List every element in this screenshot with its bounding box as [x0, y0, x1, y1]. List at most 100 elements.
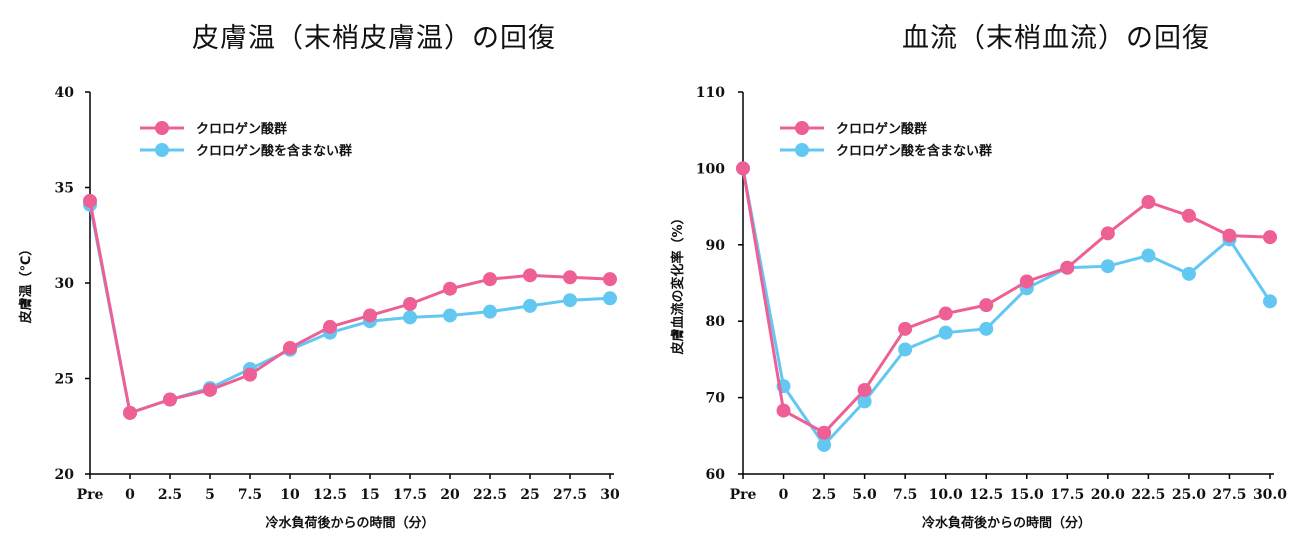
legend-marker: [795, 121, 809, 135]
y-tick-label: 70: [706, 391, 726, 407]
x-tick-label: 20: [440, 487, 460, 503]
x-tick-label: 25.0: [1172, 487, 1206, 503]
x-tick-label: 10: [280, 487, 300, 503]
x-tick-label: 7.5: [238, 487, 262, 503]
x-tick-label: 5.0: [852, 487, 877, 503]
x-tick-label: Pre: [77, 487, 104, 503]
x-tick-label: 30: [600, 487, 620, 503]
x-tick-label: 7.5: [893, 487, 917, 503]
data-point: [1263, 294, 1277, 309]
legend-marker: [155, 121, 169, 135]
data-point: [1060, 260, 1075, 275]
data-point: [938, 325, 953, 340]
legend-marker: [155, 143, 169, 157]
x-tick-label: 2.5: [158, 487, 182, 503]
data-point: [563, 293, 577, 308]
blood-flow-chart-panel: 血流（末梢血流）の回復 60 70 80 90 100 110 Pre 0 2.5 5.0 7.5 1…: [658, 0, 1316, 540]
data-point: [243, 367, 257, 382]
data-point: [736, 161, 750, 176]
data-point: [283, 340, 297, 355]
y-tick-label: 100: [696, 161, 725, 177]
y-axis-label: 皮膚温（℃）: [18, 243, 34, 325]
x-tick-label: 17.5: [1050, 487, 1084, 503]
chart-title: 皮膚温（末梢皮膚温）の回復: [192, 23, 556, 54]
x-tick-label: 30.0: [1253, 487, 1287, 503]
y-tick-label: 20: [55, 467, 75, 483]
data-point: [898, 321, 913, 336]
x-tick-label: 12.5: [969, 487, 1003, 503]
x-tick-label: 0: [125, 487, 135, 503]
data-point: [776, 403, 791, 418]
x-tick-label: 22.5: [473, 487, 507, 503]
data-point: [938, 306, 953, 321]
x-tick-label: 17.5: [393, 487, 427, 503]
x-tick-label: 2.5: [812, 487, 836, 503]
y-tick-label: 25: [55, 372, 74, 388]
x-tick-label: 25: [520, 487, 539, 503]
x-tick-label: 0: [779, 487, 789, 503]
x-tick-label: 15: [360, 487, 379, 503]
data-point: [857, 394, 872, 409]
data-point: [817, 437, 832, 452]
series-line: [741, 168, 1272, 448]
x-tick-label: Pre: [730, 487, 757, 503]
data-point: [603, 272, 617, 287]
data-point: [523, 298, 537, 313]
data-point: [817, 425, 832, 440]
skin-temperature-chart: 20 25 30 35 40 Pre 0 2.5 5 7.5 10 12.5 15 17.5 20 22.5 2…: [18, 85, 620, 531]
x-tick-label: 27.5: [1212, 487, 1246, 503]
y-tick-label: 80: [706, 314, 726, 330]
y-tick-label: 110: [696, 85, 725, 101]
blood-flow-chart: 60 70 80 90 100 110 Pre 0 2.5 5.0 7.5 10.0 12.5 15.0 1…: [670, 85, 1287, 531]
data-point: [1181, 208, 1196, 223]
legend-label: クロロゲン酸を含まない群: [196, 143, 352, 159]
data-point: [563, 270, 577, 285]
data-point: [83, 193, 97, 208]
series-line: [741, 168, 1271, 435]
data-point: [163, 392, 177, 407]
y-tick-label: 35: [55, 181, 74, 197]
data-point: [203, 382, 217, 397]
chart-title: 血流（末梢血流）の回復: [902, 23, 1210, 54]
x-tick-label: 5: [205, 487, 215, 503]
x-axis-label: 冷水負荷後からの時間（分）: [922, 515, 1091, 531]
data-point: [1222, 228, 1237, 243]
data-point: [1263, 230, 1277, 245]
data-point: [979, 298, 994, 313]
data-point: [857, 382, 872, 397]
y-axis-label: 皮膚血流の変化率（%）: [670, 211, 686, 355]
data-point: [403, 297, 417, 312]
data-point: [1100, 226, 1115, 241]
data-point: [603, 291, 617, 306]
legend-label: クロロゲン酸を含まない群: [836, 143, 992, 159]
data-point: [363, 308, 377, 323]
data-point: [1141, 248, 1156, 263]
x-axis-label: 冷水負荷後からの時間（分）: [265, 515, 434, 531]
data-point: [323, 319, 337, 334]
data-point: [979, 321, 994, 336]
x-tick-label: 22.5: [1131, 487, 1165, 503]
data-point: [123, 405, 137, 420]
x-tick-label: 12.5: [313, 487, 347, 503]
y-tick-label: 30: [55, 276, 75, 292]
x-tick-label: 10.0: [929, 487, 963, 503]
data-point: [1100, 259, 1115, 274]
y-tick-label: 40: [55, 85, 75, 101]
data-point: [483, 304, 497, 319]
x-tick-label: 20.0: [1091, 487, 1125, 503]
data-point: [898, 342, 913, 357]
y-tick-label: 90: [706, 238, 726, 254]
x-tick-label: 27.5: [553, 487, 587, 503]
y-tick-label: 60: [706, 467, 726, 483]
data-point: [403, 310, 417, 325]
data-point: [1141, 195, 1156, 210]
legend-marker: [795, 143, 809, 157]
data-point: [1181, 266, 1196, 281]
skin-temperature-chart-panel: 皮膚温（末梢皮膚温）の回復 20 25 30 35 40 Pre 0 2.5 5 7.5 10 12.…: [18, 23, 620, 531]
data-point: [443, 281, 457, 296]
data-point: [443, 308, 457, 323]
data-point: [483, 272, 497, 287]
x-tick-label: 15.0: [1010, 487, 1044, 503]
data-point: [1019, 274, 1034, 289]
data-point: [523, 268, 537, 283]
